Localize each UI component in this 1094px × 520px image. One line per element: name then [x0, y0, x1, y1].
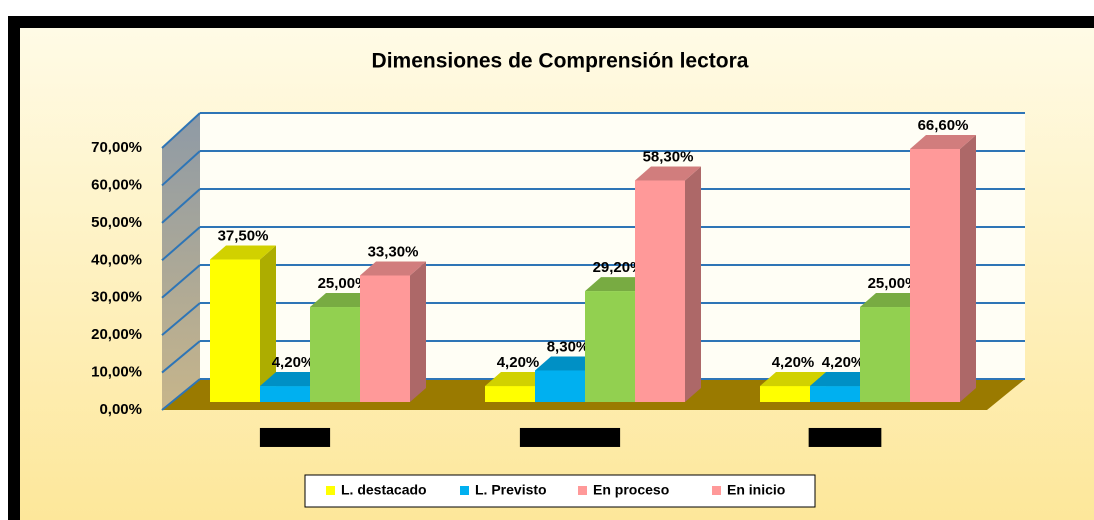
legend-swatch: [460, 486, 469, 495]
bar: [360, 275, 410, 402]
y-tick-label: 70,00%: [91, 139, 142, 156]
legend-label: L. Previsto: [475, 482, 547, 498]
grid-line-side: [161, 302, 201, 336]
data-label: 4,20%: [822, 354, 865, 371]
y-tick-label: 10,00%: [91, 364, 142, 381]
bar: [585, 291, 635, 402]
bar: [310, 307, 360, 402]
legend-swatch: [712, 486, 721, 495]
bar-top: [585, 277, 651, 292]
bar-top: [535, 356, 601, 371]
grid-line-side: [161, 226, 201, 262]
legend-label: L. destacado: [341, 482, 427, 498]
data-label: 66,60%: [918, 117, 969, 134]
legend: [304, 474, 816, 508]
x-tick-label: D. Crítico: [812, 429, 879, 446]
bar: [635, 180, 685, 402]
y-tick-label: 20,00%: [91, 326, 142, 343]
chart-title: Dimensiones de Comprensión lectora: [372, 50, 749, 73]
y-tick-label: 60,00%: [91, 176, 142, 193]
x-tick-label: D. Literal: [263, 429, 327, 446]
bar: [910, 148, 960, 402]
bar-top: [860, 293, 926, 308]
bar-top: [485, 372, 551, 387]
y-tick-label: 0,00%: [99, 401, 142, 418]
bar: [535, 370, 585, 402]
bar-top: [360, 261, 426, 276]
side-wall: [162, 113, 200, 410]
x-tick-label-bg: [519, 427, 621, 447]
bar-top: [210, 245, 276, 260]
bar-top: [635, 166, 701, 181]
y-tick-label: 40,00%: [91, 251, 142, 268]
data-label: 37,50%: [218, 228, 269, 245]
legend-swatch: [326, 486, 335, 495]
grid-line-side: [161, 264, 201, 299]
bar: [810, 386, 860, 402]
y-tick-label: 30,00%: [91, 289, 142, 306]
x-tick-label-bg: [808, 427, 882, 447]
legend-label: En proceso: [593, 482, 669, 498]
bar-side: [960, 134, 976, 402]
legend-swatch: [578, 486, 587, 495]
bar-side: [410, 261, 426, 402]
data-label: 58,30%: [643, 148, 694, 165]
bar-top: [310, 293, 376, 308]
x-tick-label: D. Inferencial: [523, 429, 617, 446]
data-label: 8,30%: [547, 338, 590, 355]
y-tick-label: 50,00%: [91, 214, 142, 231]
grid-line-side: [161, 188, 201, 224]
bar: [260, 386, 310, 402]
data-label: 25,00%: [868, 275, 919, 292]
bar-side: [685, 166, 701, 402]
bar-top: [760, 372, 826, 387]
x-tick-label-bg: [259, 427, 331, 447]
bar: [760, 386, 810, 402]
data-label: 33,30%: [368, 243, 419, 260]
data-label: 4,20%: [272, 354, 315, 371]
bar-top: [260, 372, 326, 387]
data-label: 4,20%: [772, 354, 815, 371]
data-label: 29,20%: [593, 259, 644, 276]
bar: [485, 386, 535, 402]
grid-line-side: [161, 150, 201, 187]
bar-top: [910, 134, 976, 149]
bar: [210, 259, 260, 402]
data-label: 4,20%: [497, 354, 540, 371]
grid-line-side: [161, 378, 201, 411]
data-label: 25,00%: [318, 275, 369, 292]
grid-line-side: [161, 112, 201, 149]
legend-label: En inicio: [727, 482, 785, 498]
grid-line-side: [161, 340, 201, 374]
bar-side: [260, 245, 276, 402]
bar: [860, 307, 910, 402]
bar-top: [810, 372, 876, 387]
